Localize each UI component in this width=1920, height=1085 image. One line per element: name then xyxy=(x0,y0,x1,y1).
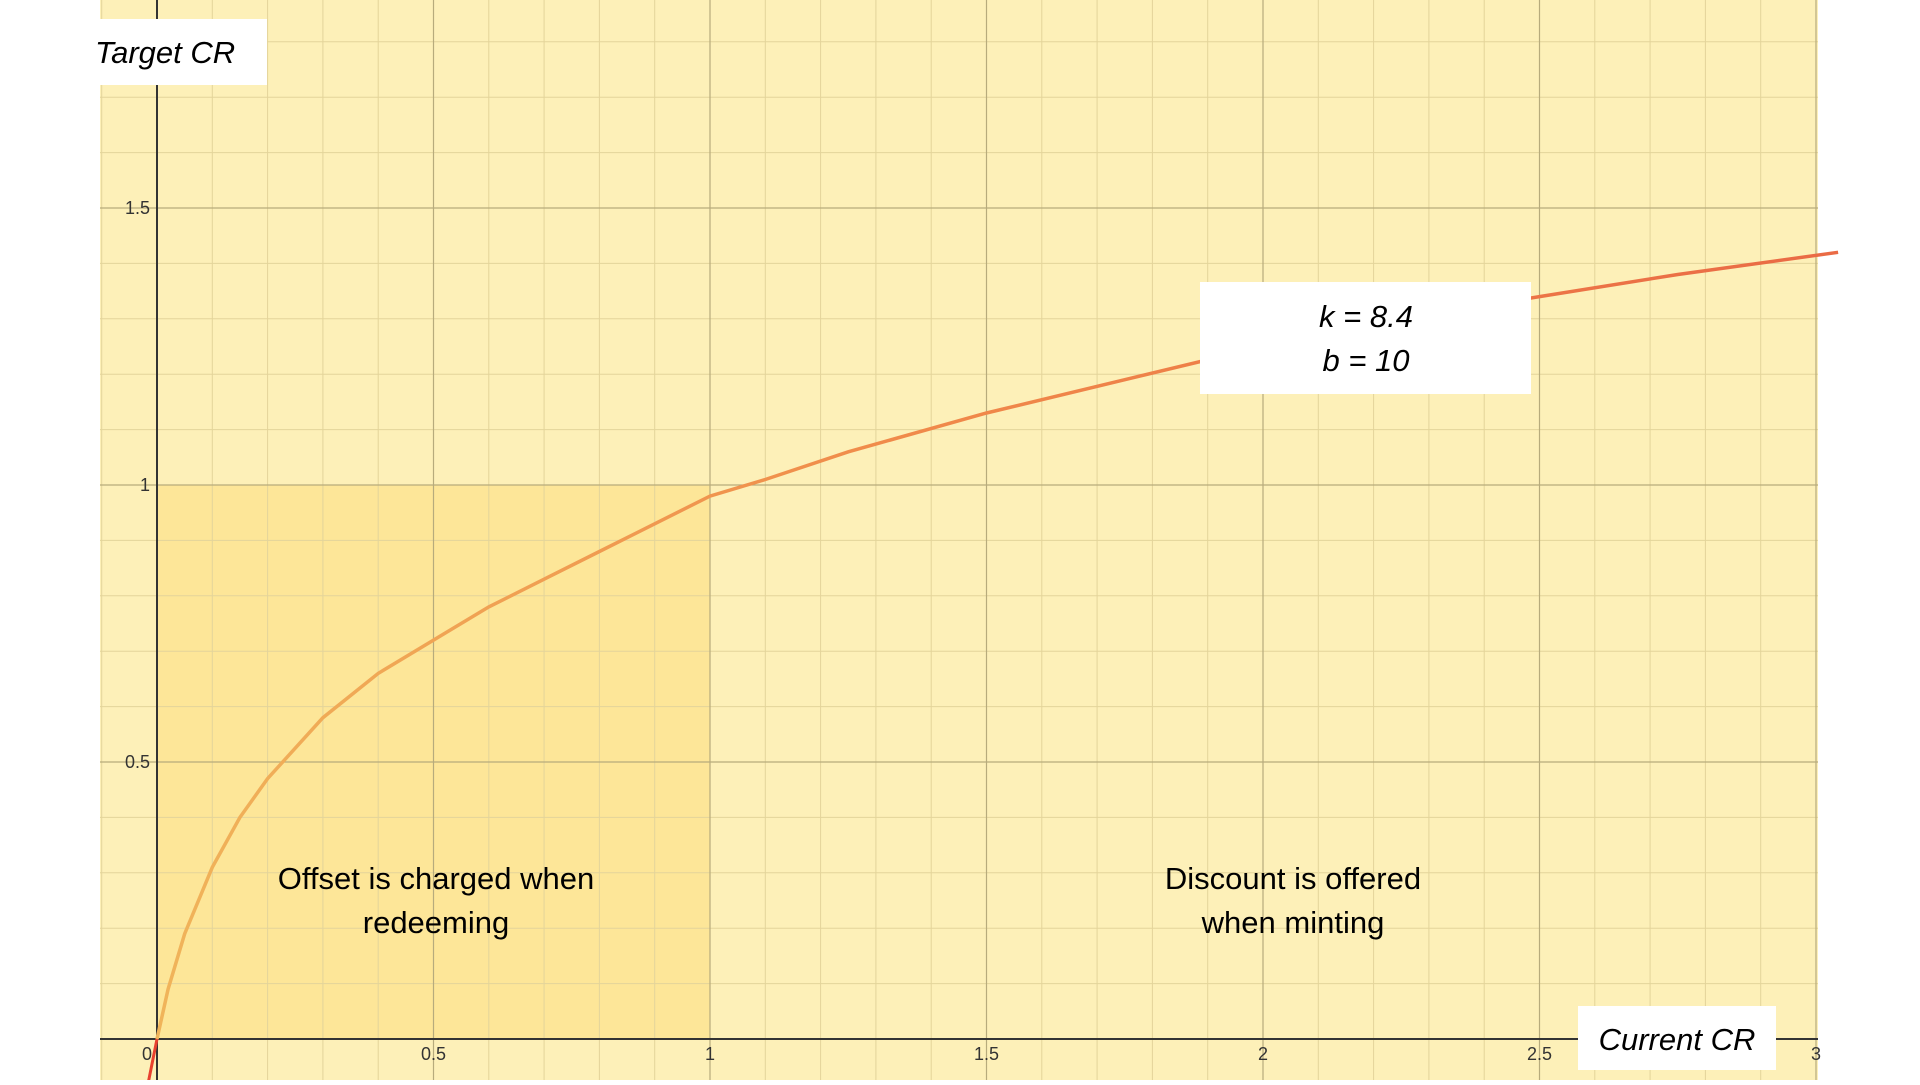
x-tick-label: 3 xyxy=(1811,1044,1821,1064)
param-k-label: k = 8.4 xyxy=(1319,299,1413,334)
parameter-box xyxy=(1200,282,1531,394)
x-tick-label: 0 xyxy=(142,1044,152,1064)
curve-negative-segment xyxy=(146,1038,159,1085)
region-left-label-line2: redeeming xyxy=(363,905,509,940)
region-left-label-line1: Offset is charged when xyxy=(278,861,595,896)
x-tick-label: 2.5 xyxy=(1527,1044,1552,1064)
y-tick-label: 1.5 xyxy=(125,198,150,218)
x-axis-title-box xyxy=(1578,1006,1776,1070)
y-tick-label: 1 xyxy=(140,475,150,495)
x-tick-label: 1 xyxy=(705,1044,715,1064)
param-b-label: b = 10 xyxy=(1322,343,1409,378)
y-axis-title-box xyxy=(85,19,267,85)
y-ticks: 0.5 1 1.5 xyxy=(125,198,150,772)
x-axis-title: Current CR xyxy=(1599,1022,1756,1057)
x-tick-label: 1.5 xyxy=(974,1044,999,1064)
x-tick-label: 0.5 xyxy=(421,1044,446,1064)
region-right-label-line2: when minting xyxy=(1201,905,1385,940)
major-grid xyxy=(100,0,1818,1080)
x-tick-label: 2 xyxy=(1258,1044,1268,1064)
y-tick-label: 0.5 xyxy=(125,752,150,772)
minor-grid xyxy=(100,0,1818,1080)
y-axis-title: Target CR xyxy=(95,35,235,70)
region-right-label-line1: Discount is offered xyxy=(1165,861,1421,896)
x-ticks: 0 0.5 1 1.5 2 2.5 3 xyxy=(142,1044,1821,1064)
